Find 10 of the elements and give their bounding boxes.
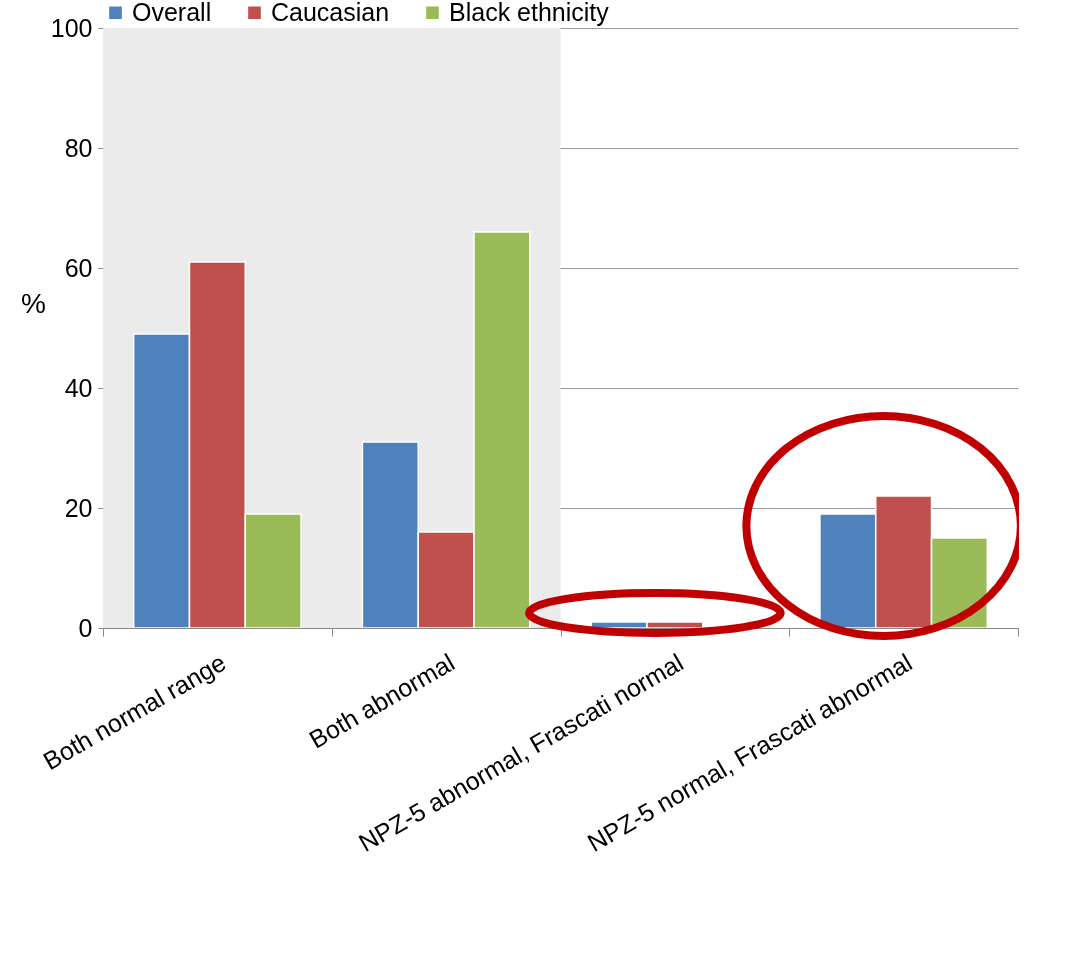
y-tick-label: 80 xyxy=(64,133,93,162)
y-tick-label: 0 xyxy=(78,613,93,642)
y-tick-label: 100 xyxy=(50,13,93,42)
y-tick-label: 40 xyxy=(64,373,93,402)
y-axis-title: % xyxy=(21,287,46,319)
y-tick-label: 20 xyxy=(64,493,93,522)
legend-label: Black ethnicity xyxy=(449,0,610,26)
legend-label: Overall xyxy=(132,0,212,26)
legend-label: Caucasian xyxy=(271,0,390,26)
y-tick-label: 60 xyxy=(64,253,93,282)
